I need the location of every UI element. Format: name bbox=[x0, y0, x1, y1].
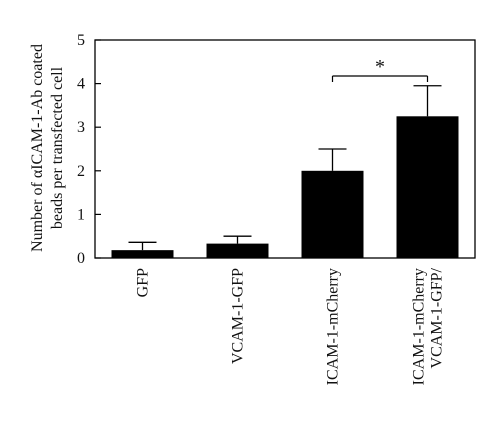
y-tick-label: 4 bbox=[77, 76, 85, 93]
x-tick-label: ICAM-1-mCherry bbox=[411, 268, 428, 385]
plot-frame bbox=[94, 39, 476, 259]
y-axis-title-line-2: beads per transfected cell bbox=[49, 66, 66, 229]
x-tick-label: GFP bbox=[135, 268, 152, 297]
y-tick-label: 0 bbox=[77, 250, 85, 267]
significance-marker: * bbox=[375, 56, 385, 78]
x-tick-label: VCAM-1-GFP bbox=[230, 268, 247, 364]
bar bbox=[206, 243, 269, 258]
y-axis-title: Number of αICAM-1-Ab coated beads per tr… bbox=[29, 44, 66, 252]
y-tick-label: 5 bbox=[77, 32, 85, 49]
y-axis-title-line-1: Number of αICAM-1-Ab coated bbox=[29, 44, 46, 252]
bar bbox=[301, 170, 364, 258]
bar bbox=[396, 116, 459, 258]
x-tick-label: VCAM-1-GFP/ bbox=[429, 267, 446, 368]
x-tick-label: ICAM-1-mCherry bbox=[325, 268, 342, 385]
y-tick-label: 1 bbox=[77, 206, 85, 223]
y-tick-label: 2 bbox=[77, 163, 85, 180]
y-tick-label: 3 bbox=[77, 119, 85, 136]
